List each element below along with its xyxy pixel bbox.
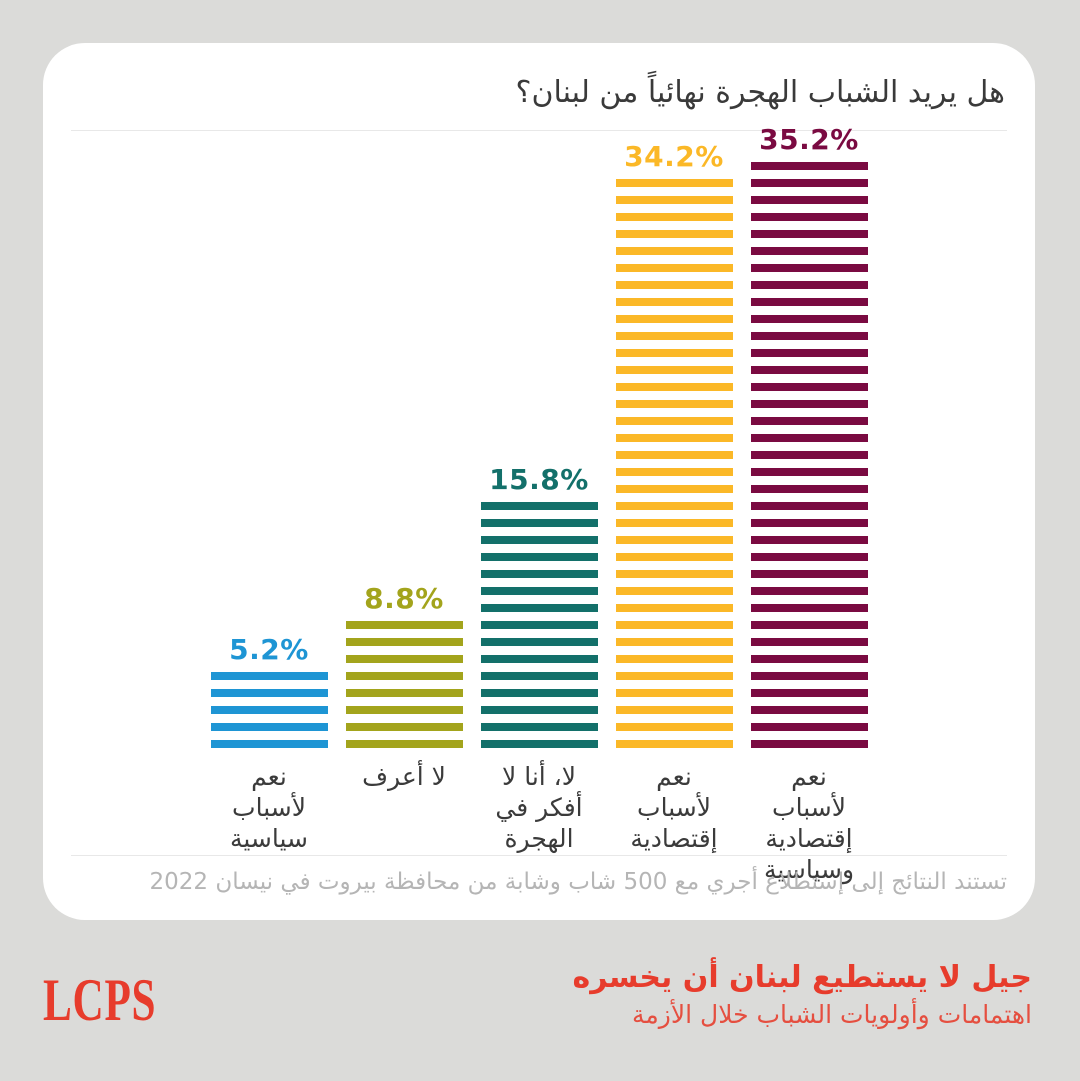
bar-column: 15.8% [480, 463, 598, 748]
footer-heading: جيل لا يستطيع لبنان أن يخسره [572, 960, 1032, 995]
category-label: نعم لأسباب إقتصادية [630, 762, 718, 853]
footer-subheading: اهتمامات وأولويات الشباب خلال الأزمة [632, 1000, 1032, 1029]
category-label: لا، أنا لا أفكر في الهجرة [495, 762, 583, 853]
bar-value-label: 34.2% [624, 140, 724, 173]
bar-column: 5.2% [210, 633, 328, 748]
title-divider [71, 130, 1007, 131]
labels-row: نعم لأسباب سياسية لا أعرف لا، أنا لا أفكر في ا… [43, 761, 1035, 885]
category-label: لا أعرف [362, 762, 446, 791]
bar [480, 502, 598, 748]
bars-row: 5.2% 8.8% 15.8% 34.2% 35.2% [43, 123, 1035, 748]
footnote: تستند النتائج إلى إستطلاع أجري مع 500 شا… [149, 869, 1007, 895]
lcps-logo: LCPS [43, 967, 157, 1033]
bar-column: 35.2% [750, 123, 868, 748]
chart-title: هل يريد الشباب الهجرة نهائياً من لبنان؟ [515, 75, 1005, 110]
bar-column: 8.8% [345, 582, 463, 748]
bar-value-label: 35.2% [759, 123, 859, 156]
chart-card: هل يريد الشباب الهجرة نهائياً من لبنان؟ … [43, 43, 1035, 920]
bar-value-label: 5.2% [229, 633, 309, 666]
footnote-divider [71, 855, 1007, 856]
bar [345, 621, 463, 748]
bar-value-label: 8.8% [364, 582, 444, 615]
bar [615, 179, 733, 748]
footer-text: جيل لا يستطيع لبنان أن يخسره اهتمامات وأ… [572, 958, 1032, 1032]
category-label: نعم لأسباب سياسية [229, 762, 308, 853]
bar-column: 34.2% [615, 140, 733, 748]
category-label: نعم لأسباب إقتصادية وسياسية [763, 762, 855, 884]
bar [750, 162, 868, 748]
bar-value-label: 15.8% [489, 463, 589, 496]
bar [210, 672, 328, 748]
